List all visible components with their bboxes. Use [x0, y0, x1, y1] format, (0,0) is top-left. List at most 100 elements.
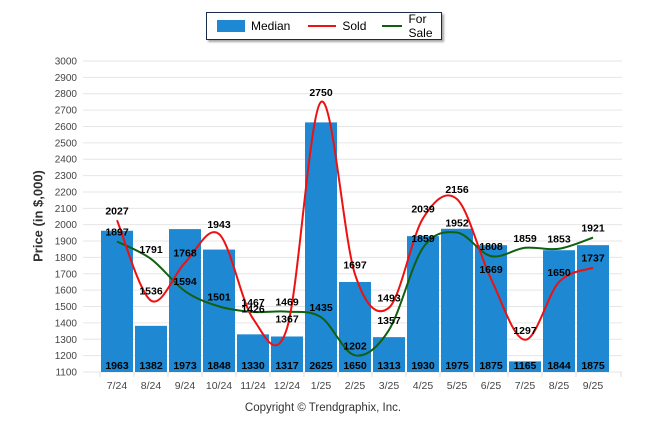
- bar-median: [543, 250, 575, 372]
- data-label-median: 1650: [343, 360, 367, 372]
- data-label-sold: 1943: [207, 219, 231, 231]
- y-axis-ticks: 1100 1200 1300 1400 1500 1600 1700 1800 1900 2000…: [55, 57, 78, 379]
- data-label-for-sale: 1859: [411, 233, 435, 245]
- y-tick-label: 2300: [55, 171, 78, 182]
- data-label-sold: 1650: [547, 267, 571, 279]
- data-label-sold: 1768: [173, 248, 197, 260]
- y-tick-label: 1500: [55, 302, 78, 313]
- legend-label-for-sale: For Sale: [408, 12, 433, 40]
- bar-median: [237, 334, 269, 372]
- x-tick-label: 9/24: [175, 380, 196, 392]
- x-tick-label: 8/24: [141, 380, 162, 392]
- data-label-for-sale: 1594: [173, 276, 197, 288]
- data-label-sold: 1367: [275, 313, 299, 325]
- legend-swatch-median: [217, 20, 245, 32]
- legend-item-sold[interactable]: Sold: [308, 19, 366, 33]
- bar-median: [271, 336, 303, 372]
- y-tick-label: 1900: [55, 237, 78, 248]
- x-tick-label: 3/25: [379, 380, 400, 392]
- x-tick-label: 8/25: [549, 380, 570, 392]
- data-label-median: 1973: [173, 360, 197, 372]
- y-tick-label: 1400: [55, 318, 78, 329]
- data-label-for-sale: 1435: [309, 302, 333, 314]
- data-label-median: 1844: [547, 360, 571, 372]
- data-label-median: 1382: [139, 360, 163, 372]
- data-label-sold: 1669: [479, 264, 503, 276]
- data-label-for-sale: 1501: [207, 291, 231, 303]
- bar-median: [407, 236, 439, 372]
- x-tick-label: 10/24: [206, 380, 232, 392]
- data-labels: 1963 1382 1973 1848 1330 1317 2625 1650 1313 1930…: [105, 87, 605, 372]
- data-label-for-sale: 1952: [445, 218, 469, 230]
- y-tick-label: 2700: [55, 106, 78, 117]
- legend-label-median: Median: [251, 19, 291, 33]
- y-tick-label: 2400: [55, 155, 78, 166]
- x-tick-label: 7/24: [107, 380, 128, 392]
- bar-median: [203, 249, 235, 372]
- bar-median: [475, 245, 507, 372]
- data-label-sold: 2750: [309, 87, 333, 99]
- legend-swatch-for-sale: [382, 25, 403, 27]
- x-tick-label: 5/25: [447, 380, 468, 392]
- data-label-for-sale: 1202: [343, 340, 367, 352]
- x-tick-label: 6/25: [481, 380, 502, 392]
- bar-median: [101, 230, 133, 372]
- y-tick-label: 1600: [55, 286, 78, 297]
- data-label-sold: 1493: [377, 293, 401, 305]
- line-sold: [116, 100, 594, 347]
- data-label-sold: 1536: [139, 286, 163, 298]
- y-tick-label: 3000: [55, 57, 78, 68]
- y-tick-label: 2600: [55, 122, 78, 133]
- y-axis-label: Price (in $,000): [30, 170, 46, 262]
- data-label-median: 1930: [411, 360, 435, 372]
- data-label-median: 1317: [275, 360, 299, 372]
- x-tick-label: 1/25: [311, 380, 332, 392]
- y-tick-label: 1100: [55, 368, 77, 379]
- y-tick-label: 2900: [55, 73, 78, 84]
- x-tick-label: 4/25: [413, 380, 434, 392]
- data-label-median: 1330: [241, 360, 265, 372]
- copyright: Copyright © Trendgraphix, Inc.: [244, 402, 402, 414]
- data-label-median: 1875: [479, 360, 503, 372]
- x-tick-label: 7/25: [515, 380, 536, 392]
- bar-median: [169, 229, 201, 372]
- data-label-for-sale: 1921: [581, 223, 605, 235]
- legend-item-median[interactable]: Median: [217, 19, 290, 33]
- bar-median: [509, 361, 541, 372]
- x-tick-label: 2/25: [345, 380, 366, 392]
- data-label-median: 1963: [105, 360, 129, 372]
- data-label-median: 2625: [309, 360, 333, 372]
- data-label-for-sale: 1853: [547, 234, 571, 246]
- y-tick-label: 1200: [55, 351, 78, 362]
- bar-median: [577, 245, 609, 372]
- data-label-for-sale: 1897: [105, 227, 129, 239]
- data-label-for-sale: 1469: [275, 297, 299, 309]
- legend-label-sold: Sold: [342, 19, 367, 33]
- legend: Median Sold For Sale: [206, 12, 442, 40]
- bar-median: [339, 281, 371, 372]
- legend-item-for-sale[interactable]: For Sale: [382, 12, 441, 40]
- data-label-median: 1975: [445, 360, 469, 372]
- y-tick-label: 2100: [55, 204, 78, 215]
- data-label-median: 1848: [207, 360, 231, 372]
- series-lines: [116, 100, 594, 357]
- bar-median: [441, 228, 473, 372]
- data-label-for-sale: 1791: [139, 244, 163, 256]
- data-label-sold: 1297: [513, 325, 537, 337]
- x-tick-label: 9/25: [583, 380, 604, 392]
- data-label-sold: 1426: [241, 304, 265, 316]
- data-label-sold: 2039: [411, 203, 435, 215]
- y-tick-label: 1300: [55, 335, 78, 346]
- y-tick-label: 1800: [55, 253, 78, 264]
- bar-median: [135, 325, 167, 372]
- x-tick-label: 11/24: [240, 380, 266, 392]
- data-label-median: 1165: [514, 360, 537, 372]
- data-label-sold: 1737: [581, 253, 605, 265]
- y-tick-label: 2200: [55, 187, 78, 198]
- data-label-for-sale: 1808: [479, 241, 503, 253]
- x-axis-ticks: 7/24 8/24 9/24 10/24 11/24 12/24 1/25 2/25 3/25 4…: [99, 372, 622, 392]
- y-tick-label: 2000: [55, 220, 78, 231]
- data-label-for-sale: 1357: [377, 315, 401, 327]
- data-label-median: 1875: [581, 360, 605, 372]
